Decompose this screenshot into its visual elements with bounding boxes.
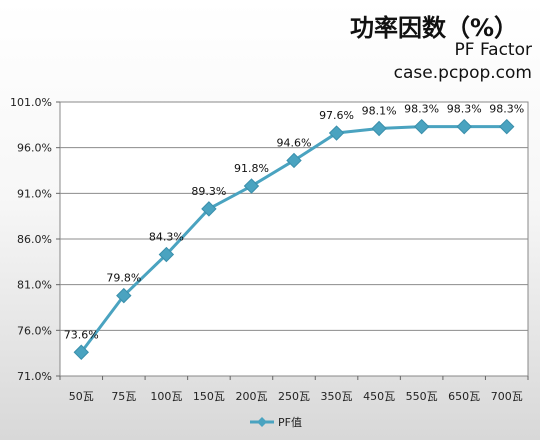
data-label: 89.3%	[191, 185, 226, 198]
data-label: 91.8%	[234, 162, 269, 175]
y-tick-label: 91.0%	[17, 187, 52, 200]
y-tick-label: 96.0%	[17, 142, 52, 155]
data-label: 98.1%	[362, 104, 397, 117]
data-label: 94.6%	[277, 136, 312, 149]
y-tick-label: 86.0%	[17, 233, 52, 246]
x-tick-label: 200瓦	[235, 390, 267, 403]
data-point	[158, 246, 175, 263]
x-tick-label: 450瓦	[363, 390, 395, 403]
data-label: 97.6%	[319, 109, 354, 122]
data-point	[371, 120, 387, 137]
data-label: 79.8%	[106, 272, 141, 285]
x-tick-label: 350瓦	[321, 390, 353, 403]
y-tick-label: 81.0%	[17, 279, 52, 292]
data-point	[413, 118, 430, 135]
data-point	[456, 118, 472, 135]
data-point	[328, 125, 345, 141]
x-tick-label: 700瓦	[491, 390, 523, 403]
chart-title: 功率因数（%）	[349, 14, 518, 42]
data-point	[201, 201, 217, 217]
data-point	[499, 118, 515, 135]
chart-subtitle: PF Factor	[454, 40, 532, 60]
data-label: 84.3%	[149, 231, 184, 244]
y-tick-label: 101.0%	[10, 96, 52, 109]
x-tick-label: 150瓦	[193, 390, 225, 403]
x-tick-label: 100瓦	[150, 390, 182, 403]
data-label: 98.3%	[404, 103, 439, 116]
y-tick-label: 71.0%	[17, 370, 52, 383]
data-label: 98.3%	[447, 103, 482, 116]
data-point	[73, 344, 89, 360]
data-label: 73.6%	[64, 328, 99, 341]
data-point	[243, 178, 260, 194]
x-tick-label: 250瓦	[278, 390, 310, 403]
y-tick-label: 76.0%	[17, 324, 52, 337]
data-point	[286, 152, 302, 169]
x-tick-label: 50瓦	[69, 390, 94, 403]
legend-marker	[257, 417, 267, 427]
data-label: 98.3%	[489, 103, 524, 116]
chart-source: case.pcpop.com	[393, 63, 532, 83]
data-point	[116, 287, 132, 304]
legend-label: PF值	[278, 416, 302, 429]
x-tick-label: 650瓦	[448, 390, 480, 403]
x-tick-label: 550瓦	[406, 390, 438, 403]
x-tick-label: 75瓦	[111, 390, 136, 403]
